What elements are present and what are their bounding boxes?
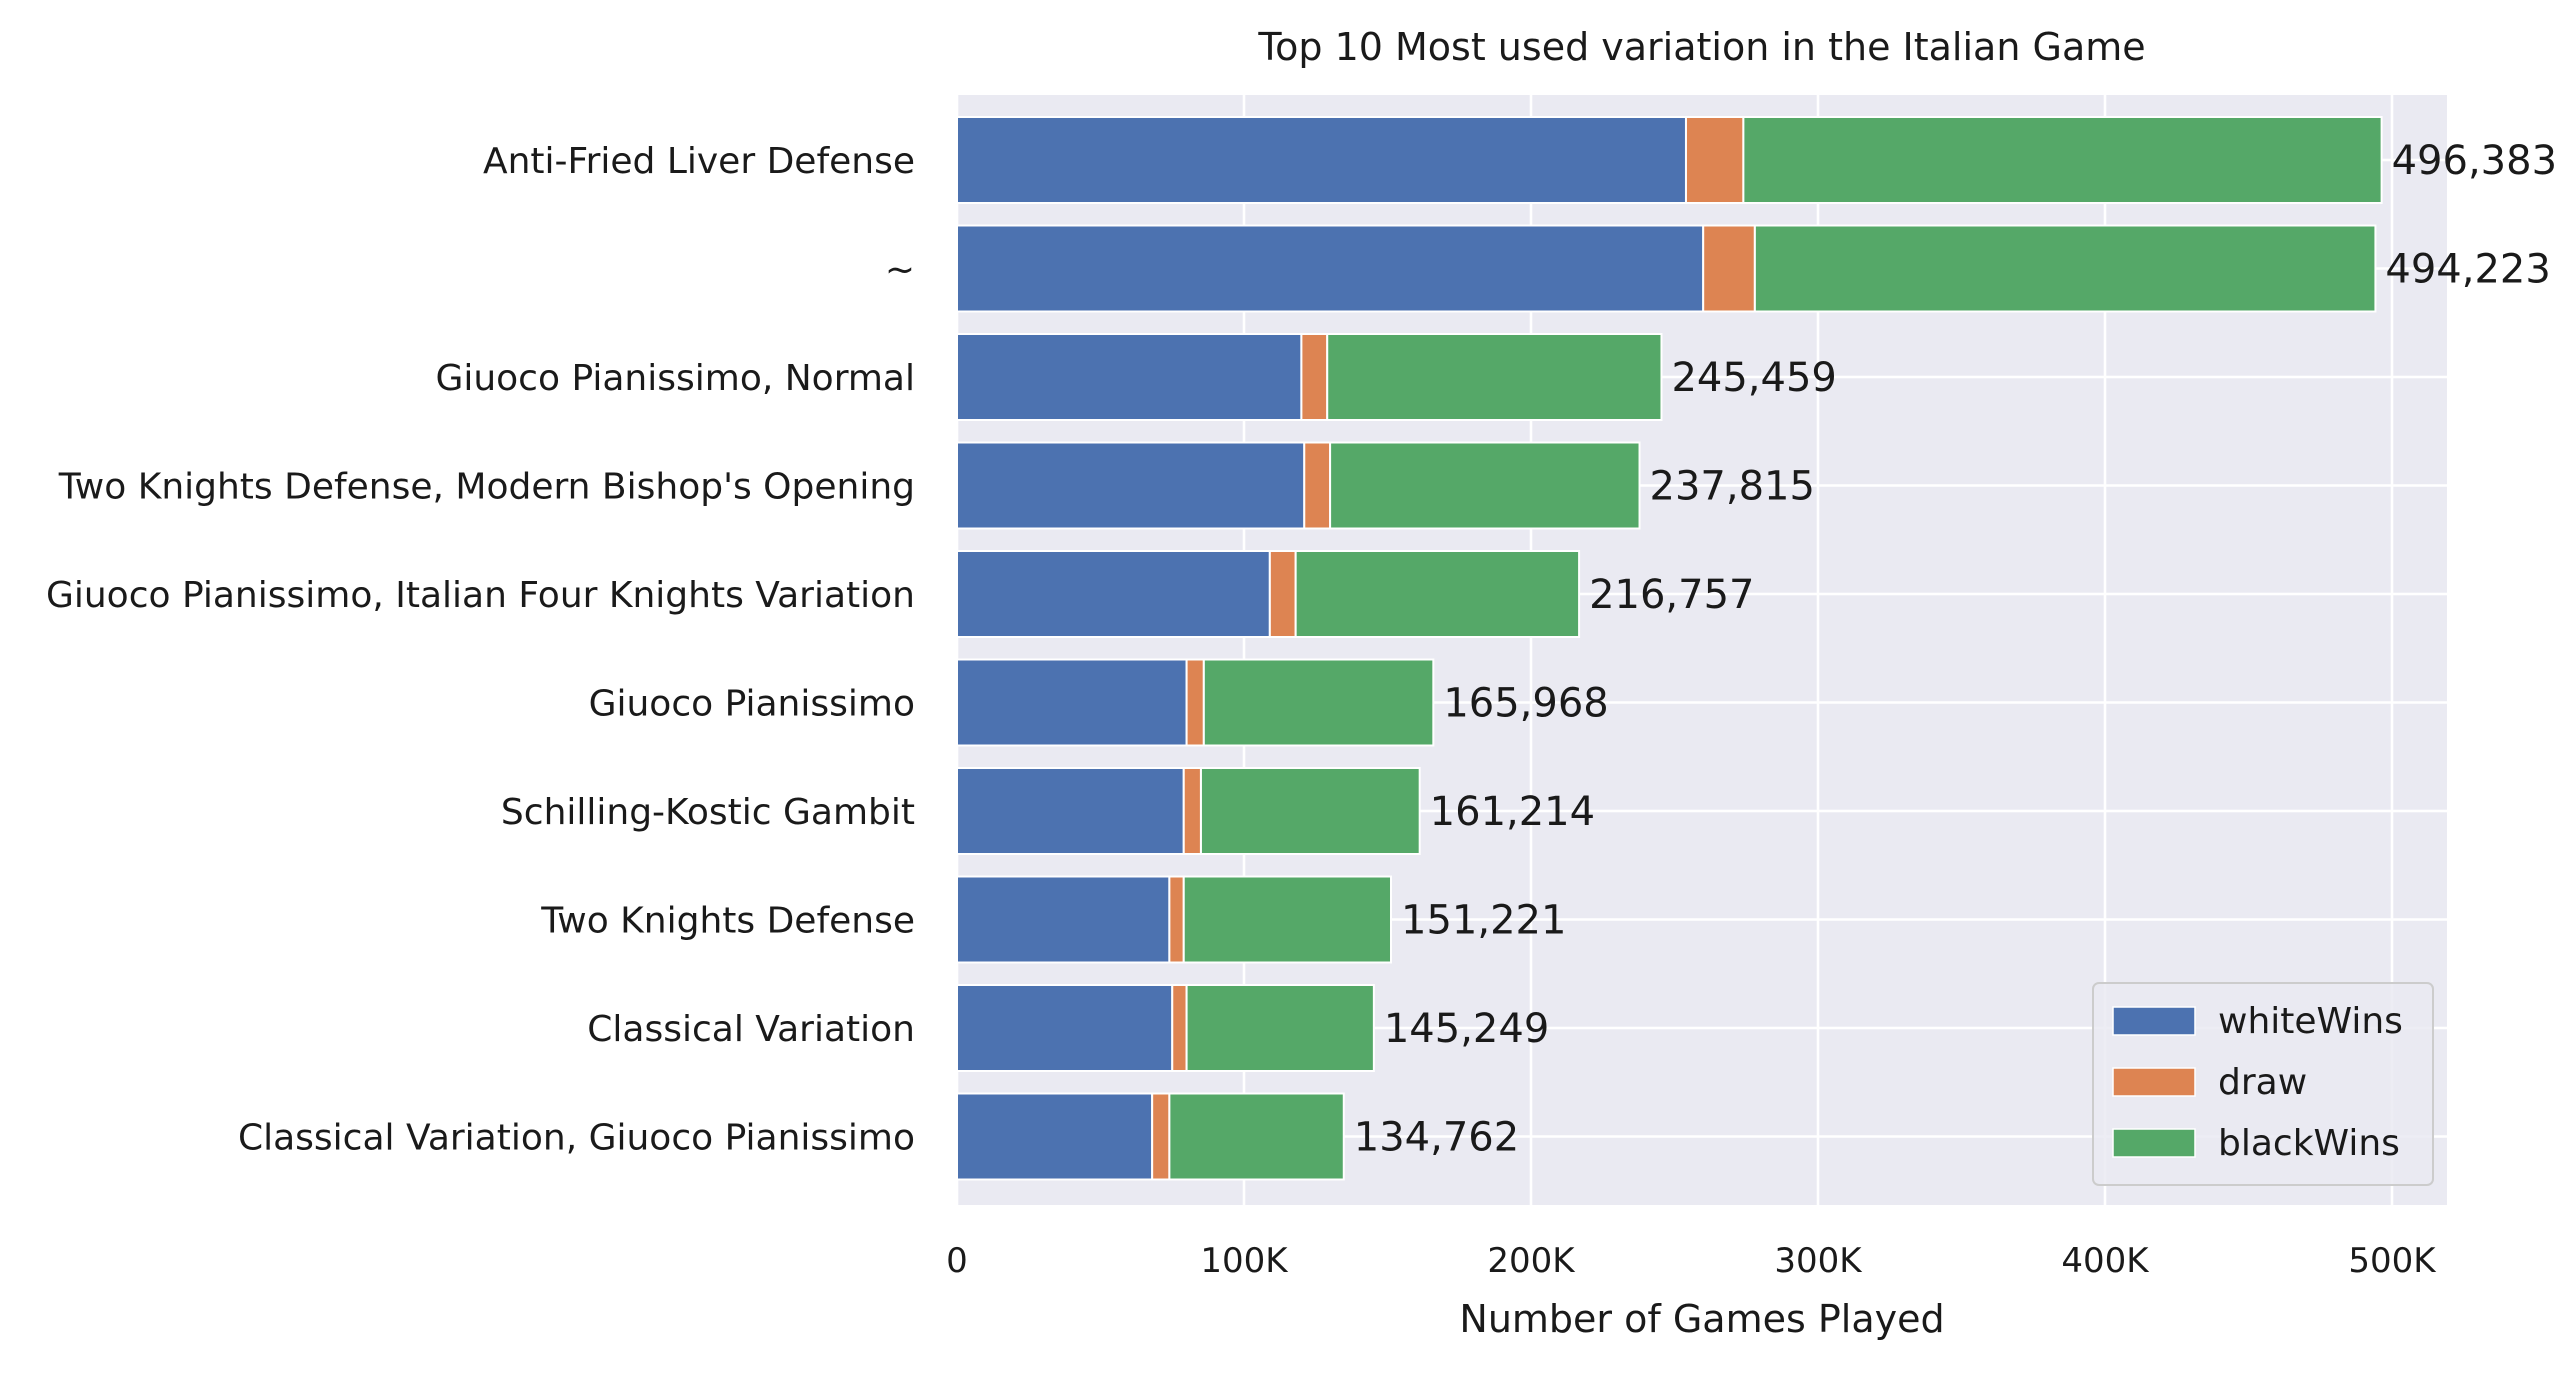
bar-segment-whiteWins xyxy=(956,116,1687,204)
y-tick-label: Schilling-Kostic Gambit xyxy=(501,792,915,833)
bar-segment-blackWins xyxy=(1329,441,1641,530)
legend-swatch-whiteWins xyxy=(2112,1006,2196,1036)
bar-segment-blackWins xyxy=(1182,875,1393,964)
y-tick-label: Classical Variation, Giuoco Pianissimo xyxy=(238,1118,915,1159)
bar-segment-whiteWins xyxy=(956,1092,1154,1181)
bar-segment-blackWins xyxy=(1199,767,1421,855)
total-label: 216,757 xyxy=(1589,572,1754,618)
total-label: 494,223 xyxy=(2385,247,2550,293)
total-label: 165,968 xyxy=(1443,681,1608,727)
bar-segment-whiteWins xyxy=(956,984,1174,1072)
legend-label-draw: draw xyxy=(2218,1062,2307,1103)
y-tick-label: Two Knights Defense xyxy=(540,901,915,942)
y-tick-label: Giuoco Pianissimo, Italian Four Knights … xyxy=(46,575,915,616)
bar-segment-draw xyxy=(1684,116,1745,204)
x-tick-label: 500K xyxy=(2348,1241,2437,1281)
total-label: 496,383 xyxy=(2392,138,2557,184)
bar-segment-blackWins xyxy=(1294,550,1581,638)
bar-segment-draw xyxy=(1702,224,1756,313)
total-label: 145,249 xyxy=(1384,1006,1549,1052)
bar-segment-whiteWins xyxy=(956,224,1705,313)
bar-segment-whiteWins xyxy=(956,550,1271,638)
bar-segment-whiteWins xyxy=(956,333,1303,421)
bar-segment-draw xyxy=(1185,658,1205,747)
bar-segment-whiteWins xyxy=(956,875,1171,964)
y-tick-label: Anti-Fried Liver Defense xyxy=(483,141,915,182)
bar-segment-blackWins xyxy=(1185,984,1375,1072)
bar-segment-draw xyxy=(1303,441,1332,530)
y-tick-label: Giuoco Pianissimo xyxy=(589,684,915,725)
x-axis-ticks: 0 100K 200K 300K 400K 500K xyxy=(946,1241,2437,1281)
legend-label-blackWins: blackWins xyxy=(2218,1123,2400,1164)
chart-title: Top 10 Most used variation in the Italia… xyxy=(1257,25,2145,69)
x-tick-label: 200K xyxy=(1487,1241,1576,1281)
bar-segment-blackWins xyxy=(1168,1092,1345,1181)
legend: whiteWins draw blackWins xyxy=(2092,982,2434,1186)
legend-label-whiteWins: whiteWins xyxy=(2218,1001,2403,1042)
bar-segment-blackWins xyxy=(1202,658,1435,747)
x-tick-label: 300K xyxy=(1774,1241,1863,1281)
y-axis-labels: Anti-Fried Liver Defense ~ Giuoco Pianissi… xyxy=(46,141,915,1159)
y-tick-label: Giuoco Pianissimo, Normal xyxy=(435,358,915,399)
bar-segment-blackWins xyxy=(1326,333,1663,421)
x-tick-label: 100K xyxy=(1200,1241,1289,1281)
legend-swatch-blackWins xyxy=(2112,1128,2196,1158)
bar-segment-draw xyxy=(1151,1092,1171,1181)
y-tick-label: Two Knights Defense, Modern Bishop's Ope… xyxy=(58,467,915,508)
y-tick-label: ~ xyxy=(885,250,915,291)
x-tick-label: 400K xyxy=(2061,1241,2150,1281)
bar-segment-whiteWins xyxy=(956,658,1188,747)
bar-segment-draw xyxy=(1182,767,1202,855)
bar-segment-draw xyxy=(1168,875,1185,964)
x-tick-label: 0 xyxy=(946,1241,968,1281)
total-label: 134,762 xyxy=(1354,1115,1519,1161)
bar-segment-whiteWins xyxy=(956,767,1185,855)
bar-segment-draw xyxy=(1171,984,1188,1072)
bar-segment-draw xyxy=(1268,550,1297,638)
legend-swatch-draw xyxy=(2112,1067,2196,1097)
y-tick-label: Classical Variation xyxy=(587,1009,915,1050)
x-axis-label: Number of Games Played xyxy=(1459,1297,1944,1341)
total-label: 151,221 xyxy=(1401,898,1566,944)
total-label: 245,459 xyxy=(1671,355,1836,401)
bars xyxy=(956,116,2383,1181)
total-labels: 496,383 494,223 245,459 237,815 216,757 165,9… xyxy=(1354,138,2557,1161)
bar-segment-whiteWins xyxy=(956,441,1306,530)
total-label: 161,214 xyxy=(1430,789,1595,835)
bar-segment-blackWins xyxy=(1742,116,2383,204)
bar-segment-draw xyxy=(1300,333,1329,421)
total-label: 237,815 xyxy=(1650,464,1815,510)
bar-segment-blackWins xyxy=(1753,224,2377,313)
